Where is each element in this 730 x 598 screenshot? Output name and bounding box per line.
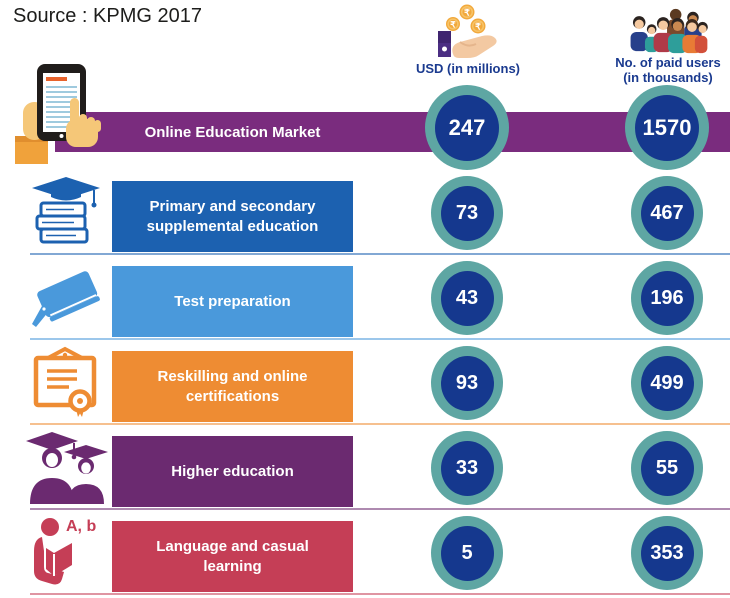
reading-person-icon: A, b — [20, 517, 112, 587]
svg-text:₹: ₹ — [450, 19, 456, 29]
category-row: Reskilling and online certifications 93 … — [0, 340, 730, 425]
row-divider — [30, 423, 730, 425]
category-label: Test preparation — [174, 292, 291, 310]
category-label: Primary and secondary supplemental educa… — [146, 198, 319, 235]
users-value: 196 — [650, 286, 684, 309]
users-value-circle: 499 — [631, 346, 703, 420]
certificate-icon — [20, 346, 112, 417]
category-bar: Test preparation — [112, 266, 353, 337]
usd-value: 73 — [455, 201, 479, 224]
category-bar: Primary and secondary supplemental educa… — [112, 181, 353, 252]
users-column-header: No. of paid users (in thousands) — [600, 7, 730, 86]
row-divider — [30, 508, 730, 510]
category-label: Language and casual learning — [156, 538, 309, 575]
usd-value-circle: 5 — [431, 516, 503, 590]
svg-text:₹: ₹ — [464, 8, 470, 18]
users-value: 353 — [650, 541, 684, 564]
total-users-value: 1570 — [642, 114, 692, 140]
users-value: 55 — [655, 456, 679, 479]
usd-value: 5 — [461, 541, 473, 564]
usd-value: 33 — [455, 456, 479, 479]
row-divider — [30, 253, 730, 255]
row-divider — [30, 338, 730, 340]
total-banner: Online Education Market — [55, 112, 730, 152]
users-column-label-line2: (in thousands) — [623, 70, 713, 86]
users-value-circle: 353 — [631, 516, 703, 590]
users-column-label-line1: No. of paid users — [615, 55, 721, 70]
books-graduation-cap-icon — [20, 177, 112, 247]
users-value-circle: 55 — [631, 431, 703, 505]
usd-column-header: ₹ ₹ ₹ USD (in millions) — [403, 3, 533, 76]
usd-value-circle: 93 — [431, 346, 503, 420]
category-bar: Reskilling and online certifications — [112, 351, 353, 422]
users-value: 499 — [650, 371, 684, 394]
row-divider — [30, 593, 730, 595]
category-row: A, b Language and casual learning 5 353 — [0, 510, 730, 595]
usd-value: 93 — [455, 371, 479, 394]
category-bar: Language and casual learning — [112, 521, 353, 592]
category-label: Reskilling and online certifications — [157, 368, 308, 405]
rupee-coins-hand-icon: ₹ ₹ ₹ — [403, 3, 533, 61]
total-users-circle: 1570 — [625, 85, 709, 170]
source-text: Source : KPMG 2017 — [13, 5, 202, 27]
category-row: Higher education 33 55 — [0, 425, 730, 510]
users-value: 467 — [650, 201, 684, 224]
category-row: Primary and secondary supplemental educa… — [0, 170, 730, 255]
graduates-icon — [20, 432, 112, 504]
usd-value: 43 — [455, 286, 479, 309]
usd-value-circle: 33 — [431, 431, 503, 505]
tablet-hand-icon — [13, 62, 113, 170]
category-row: Test preparation 43 196 — [0, 255, 730, 340]
total-usd-circle: 247 — [425, 85, 509, 170]
usd-value-circle: 43 — [431, 261, 503, 335]
users-value-circle: 196 — [631, 261, 703, 335]
reading-icon-text: A, b — [66, 518, 97, 535]
total-usd-value: 247 — [448, 114, 486, 140]
users-value-circle: 467 — [631, 176, 703, 250]
category-bar: Higher education — [112, 436, 353, 507]
total-banner-label: Online Education Market — [144, 123, 321, 141]
svg-text:₹: ₹ — [475, 22, 481, 32]
usd-column-label: USD (in millions) — [416, 61, 520, 76]
book-pen-icon — [20, 262, 112, 332]
paid-users-crowd-icon — [600, 7, 730, 55]
category-label: Higher education — [171, 462, 294, 480]
usd-value-circle: 73 — [431, 176, 503, 250]
